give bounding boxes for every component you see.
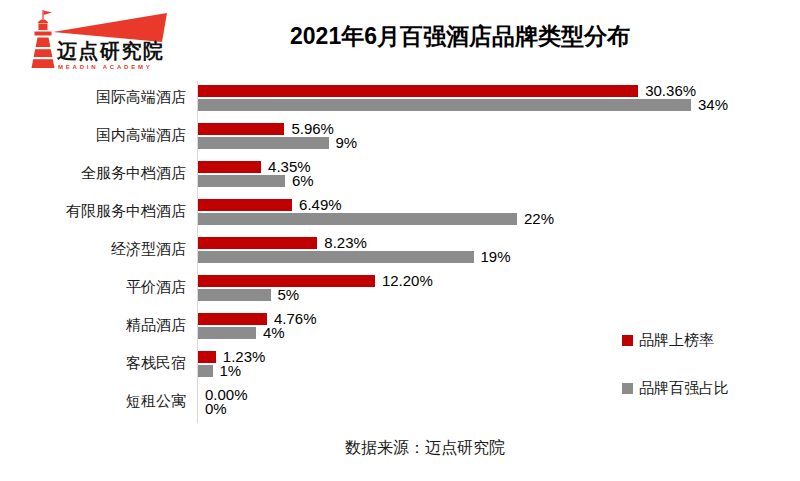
value-label-brand-listing-rate: 6.49% xyxy=(299,198,342,211)
bar-line-brand-top100-share: 4% xyxy=(198,326,317,339)
bar-line-brand-top100-share: 6% xyxy=(198,174,314,187)
value-label-brand-top100-share: 9% xyxy=(336,136,358,149)
legend-label: 品牌上榜率 xyxy=(639,331,714,350)
legend-swatch-red xyxy=(622,335,633,346)
value-label-brand-top100-share: 1% xyxy=(220,364,242,377)
category-label: 精品酒店 xyxy=(0,306,186,344)
bar-brand-top100-share xyxy=(198,251,474,263)
category-label: 有限服务中档酒店 xyxy=(0,192,186,230)
bar-brand-listing-rate xyxy=(198,85,638,97)
bar-brand-top100-share xyxy=(198,327,256,339)
chart-row: 全服务中档酒店 4.35%6% xyxy=(0,154,770,192)
bar-line-brand-listing-rate: 30.36% xyxy=(198,84,728,97)
bar-brand-top100-share xyxy=(198,99,691,111)
category-label: 短租公寓 xyxy=(0,382,186,420)
value-label-brand-top100-share: 5% xyxy=(278,288,300,301)
bar-group: 1.23%1% xyxy=(198,350,265,378)
bar-line-brand-listing-rate: 8.23% xyxy=(198,236,511,249)
bar-group: 8.23% 19% xyxy=(198,236,511,264)
bar-brand-top100-share xyxy=(198,175,285,187)
bar-line-brand-top100-share: 5% xyxy=(198,288,433,301)
bar-line-brand-listing-rate: 4.76% xyxy=(198,312,317,325)
bar-brand-listing-rate xyxy=(198,351,216,363)
category-label: 全服务中档酒店 xyxy=(0,154,186,192)
bar-line-brand-top100-share: 22% xyxy=(198,212,554,225)
value-label-brand-listing-rate: 8.23% xyxy=(324,236,367,249)
value-label-brand-top100-share: 4% xyxy=(263,326,285,339)
value-label-brand-listing-rate: 12.20% xyxy=(382,274,433,287)
bar-brand-listing-rate xyxy=(198,237,317,249)
bar-group: 0.00%0% xyxy=(198,388,248,416)
bar-group: 6.49% 22% xyxy=(198,198,554,226)
bar-brand-listing-rate xyxy=(198,161,261,173)
legend-label: 品牌百强占比 xyxy=(639,379,729,398)
chart-legend: 品牌上榜率 品牌百强占比 xyxy=(622,331,729,427)
category-label: 国际高端酒店 xyxy=(0,78,186,116)
chart-row: 国际高端酒店 30.36%34% xyxy=(0,78,770,116)
chart-row: 国内高端酒店 5.96%9% xyxy=(0,116,770,154)
bar-group: 30.36%34% xyxy=(198,84,728,112)
bar-line-brand-listing-rate: 6.49% xyxy=(198,198,554,211)
chart-title: 2021年6月百强酒店品牌类型分布 xyxy=(140,21,780,52)
bar-brand-listing-rate xyxy=(198,275,375,287)
data-source-text: 数据来源：迈点研究院 xyxy=(50,438,800,459)
chart-row: 有限服务中档酒店 6.49% 22% xyxy=(0,192,770,230)
bar-brand-top100-share xyxy=(198,365,213,377)
value-label-brand-listing-rate: 30.36% xyxy=(645,84,696,97)
category-label: 客栈民宿 xyxy=(0,344,186,382)
bar-line-brand-listing-rate: 12.20% xyxy=(198,274,433,287)
category-label: 国内高端酒店 xyxy=(0,116,186,154)
value-label-brand-top100-share: 34% xyxy=(698,98,728,111)
bar-brand-top100-share xyxy=(198,213,517,225)
legend-item-brand-top100-share: 品牌百强占比 xyxy=(622,379,729,398)
bar-brand-top100-share xyxy=(198,137,329,149)
legend-item-brand-listing-rate: 品牌上榜率 xyxy=(622,331,729,350)
value-label-brand-listing-rate: 5.96% xyxy=(291,122,334,135)
category-label: 经济型酒店 xyxy=(0,230,186,268)
bar-brand-listing-rate xyxy=(198,199,292,211)
value-label-brand-top100-share: 6% xyxy=(292,174,314,187)
chart-row: 平价酒店 12.20% 5% xyxy=(0,268,770,306)
bar-line-brand-top100-share: 1% xyxy=(198,364,265,377)
value-label-brand-top100-share: 19% xyxy=(481,250,511,263)
value-label-brand-top100-share: 22% xyxy=(524,212,554,225)
logo-subtitle: MEADIN ACADEMY xyxy=(58,64,153,70)
bar-group: 4.35%6% xyxy=(198,160,314,188)
bar-brand-top100-share xyxy=(198,289,271,301)
category-label: 平价酒店 xyxy=(0,268,186,306)
bar-line-brand-top100-share: 9% xyxy=(198,136,357,149)
bar-group: 12.20% 5% xyxy=(198,274,433,302)
bar-brand-listing-rate xyxy=(198,313,267,325)
bar-line-brand-top100-share: 34% xyxy=(198,98,728,111)
bar-group: 4.76%4% xyxy=(198,312,317,340)
bar-line-brand-listing-rate: 5.96% xyxy=(198,122,357,135)
bar-line-brand-top100-share: 0% xyxy=(198,402,248,415)
legend-swatch-gray xyxy=(622,383,633,394)
chart-row: 经济型酒店 8.23% 19% xyxy=(0,230,770,268)
bar-group: 5.96%9% xyxy=(198,122,357,150)
bar-brand-listing-rate xyxy=(198,123,284,135)
value-label-brand-top100-share: 0% xyxy=(205,402,227,415)
bar-line-brand-top100-share: 19% xyxy=(198,250,511,263)
